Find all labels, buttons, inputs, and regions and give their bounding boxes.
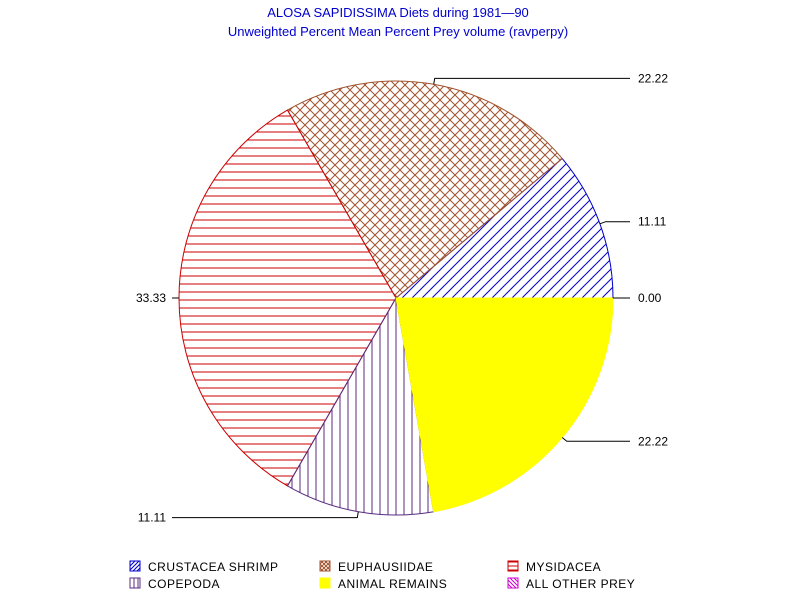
legend-label-all-other-prey: ALL OTHER PREY — [526, 577, 635, 591]
pie-slice-crustacea-shrimp — [394, 157, 614, 299]
legend-item-animal-remains: ANIMAL REMAINS — [319, 577, 447, 591]
slice-label-mysidacea: 33.33 — [136, 291, 166, 305]
legend-swatch-euphausiidae — [319, 560, 331, 572]
leader-line-copepoda — [172, 511, 359, 519]
legend: CRUSTACEA SHRIMP EUPHAUSIIDAE MYSIDACEA COP… — [129, 560, 635, 591]
pie-slice-euphausiidae — [286, 80, 563, 299]
pie-slice-animal-remains — [395, 297, 614, 513]
slice-label-copepoda: 11.11 — [138, 511, 167, 525]
legend-label-copepoda: COPEPODA — [148, 577, 220, 591]
legend-swatch-mysidacea — [507, 560, 519, 572]
slice-label-crustacea-shrimp: 11.11 — [638, 215, 667, 229]
legend-item-mysidacea: MYSIDACEA — [507, 560, 601, 574]
legend-label-animal-remains: ANIMAL REMAINS — [338, 577, 447, 591]
legend-label-euphausiidae: EUPHAUSIIDAE — [338, 560, 433, 574]
leader-line-euphausiidae — [433, 77, 630, 85]
slice-label-all-other-prey: 0.00 — [638, 291, 662, 305]
pie-slices — [178, 80, 614, 516]
legend-label-mysidacea: MYSIDACEA — [526, 560, 601, 574]
slice-label-euphausiidae: 22.22 — [638, 71, 668, 85]
legend-item-euphausiidae: EUPHAUSIIDAE — [319, 560, 433, 574]
leader-line-crustacea-shrimp — [599, 221, 630, 225]
chart-title: ALOSA SAPIDISSIMA Diets during 1981—90 — [267, 5, 529, 20]
leader-line-animal-remains — [561, 437, 630, 442]
legend-swatch-animal-remains — [319, 577, 331, 589]
legend-swatch-all-other-prey — [507, 577, 519, 589]
slice-labels: 0.00 11.11 22.22 33.33 11.11 22.22 — [136, 71, 668, 524]
legend-item-copepoda: COPEPODA — [129, 577, 220, 591]
chart-subtitle: Unweighted Percent Mean Percent Prey vol… — [228, 24, 568, 39]
legend-swatch-copepoda — [129, 577, 141, 589]
legend-label-crustacea-shrimp: CRUSTACEA SHRIMP — [148, 560, 278, 574]
legend-item-all-other-prey: ALL OTHER PREY — [507, 577, 635, 591]
slice-label-animal-remains: 22.22 — [638, 434, 668, 448]
pie-slice-copepoda — [286, 296, 435, 516]
legend-swatch-crustacea-shrimp — [129, 560, 141, 572]
legend-item-crustacea-shrimp: CRUSTACEA SHRIMP — [129, 560, 278, 574]
